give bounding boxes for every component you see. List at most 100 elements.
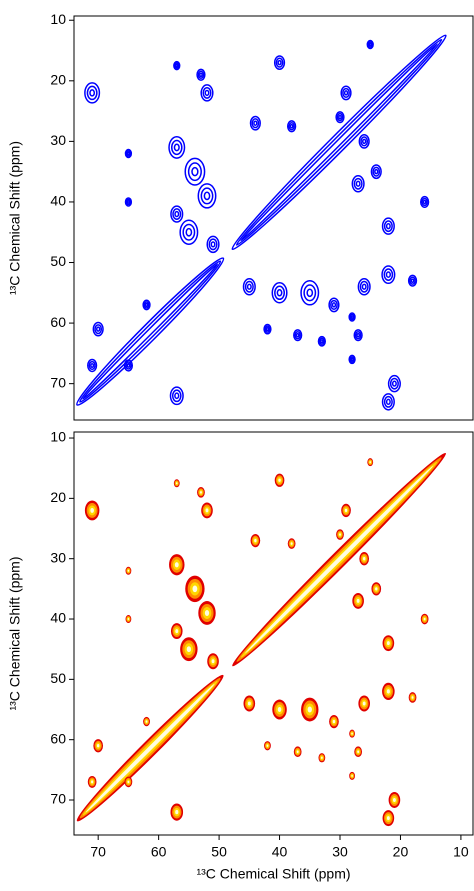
cross-peak	[296, 750, 299, 754]
cross-peak	[88, 360, 96, 371]
cross-peak	[174, 392, 180, 400]
cross-peak	[196, 68, 206, 81]
cross-peak	[84, 82, 101, 104]
cross-peak	[422, 199, 427, 205]
plot-area	[76, 452, 446, 827]
cross-peak	[126, 199, 131, 204]
cross-peak	[273, 55, 286, 71]
cross-peak	[197, 183, 217, 209]
cross-peak	[356, 598, 360, 603]
diagonal-peak	[85, 683, 215, 813]
cross-peak	[383, 395, 393, 408]
diagonal-peak	[245, 465, 434, 654]
cross-peak	[242, 278, 256, 296]
cross-peak	[145, 720, 148, 723]
cross-peak	[90, 507, 94, 513]
cross-peak	[173, 60, 181, 71]
diagonal-peak	[76, 257, 225, 406]
cross-peak	[387, 374, 401, 393]
cross-peak	[125, 361, 132, 370]
cross-peak	[385, 271, 391, 278]
cross-peak	[91, 780, 94, 784]
cross-peak	[170, 205, 184, 223]
cross-peak	[175, 809, 179, 815]
cross-peak	[253, 120, 258, 126]
cross-peak	[385, 398, 391, 405]
cross-peak	[175, 629, 179, 634]
cross-peak	[127, 780, 130, 784]
cross-peak	[173, 143, 180, 152]
cross-peak	[343, 90, 349, 96]
cross-peak	[206, 235, 220, 254]
cross-peak	[169, 386, 184, 406]
cross-peak	[143, 301, 150, 309]
cross-peak	[172, 208, 182, 221]
cross-peak	[338, 114, 342, 120]
cross-peak	[381, 265, 396, 285]
y-axis-label: ¹³C Chemical Shift (ppm)	[7, 556, 23, 710]
cross-peak	[174, 562, 179, 568]
cross-peak	[191, 166, 199, 177]
cross-peak	[266, 744, 269, 747]
cross-peak	[87, 358, 98, 373]
y-tick-label: 30	[50, 132, 66, 148]
cross-peak	[295, 332, 300, 338]
cross-peak	[203, 191, 211, 201]
cross-peak	[247, 701, 251, 706]
cross-peak	[204, 610, 210, 616]
cross-peak	[385, 223, 391, 230]
cross-peak	[351, 175, 365, 193]
cross-peak	[386, 816, 390, 821]
cross-peak	[356, 332, 361, 338]
cross-peak	[124, 197, 133, 207]
y-tick-label: 50	[50, 253, 66, 269]
cross-peak	[361, 138, 367, 145]
cross-peak	[276, 289, 283, 297]
cross-peak	[386, 689, 390, 694]
cross-peak	[211, 659, 215, 664]
cross-peak	[202, 86, 212, 99]
cross-peak	[176, 482, 178, 485]
cross-peak	[423, 617, 426, 621]
cross-peak	[277, 59, 282, 66]
cross-peak	[410, 278, 415, 284]
cross-peak	[383, 268, 394, 282]
cross-peak	[265, 326, 270, 332]
cross-peak	[358, 133, 370, 149]
cross-peak	[123, 359, 134, 372]
x-axis-label: ¹³C Chemical Shift (ppm)	[196, 866, 350, 882]
cross-peak	[142, 299, 151, 311]
cross-peak	[277, 707, 282, 713]
cross-peak	[174, 210, 180, 218]
cross-peak	[330, 299, 338, 310]
y-tick-label: 70	[50, 791, 66, 807]
cross-peak	[320, 339, 324, 344]
cross-peak	[350, 357, 354, 362]
cross-peak	[179, 219, 199, 245]
x-tick-label: 70	[90, 844, 106, 860]
x-tick-label: 30	[332, 844, 348, 860]
cross-peak	[344, 508, 348, 513]
diagonal-peak	[240, 43, 439, 242]
cross-peak	[383, 220, 393, 233]
cross-peak	[182, 223, 196, 241]
cross-peak	[249, 115, 261, 131]
cross-peak	[127, 618, 130, 621]
cross-peak	[199, 491, 202, 494]
cross-peak	[94, 324, 103, 335]
diagonal-peak	[82, 263, 219, 400]
cross-peak	[200, 84, 214, 102]
y-tick-label: 70	[50, 374, 66, 390]
plot-frame	[73, 15, 474, 421]
cross-peak	[144, 302, 149, 308]
cross-peak	[288, 122, 295, 131]
cross-peak	[366, 39, 374, 50]
y-tick-label: 20	[50, 72, 66, 88]
cross-peak	[375, 587, 378, 591]
cross-peak	[271, 282, 288, 304]
cross-peak	[381, 217, 395, 235]
cross-peak	[332, 719, 336, 724]
y-tick-label: 30	[50, 549, 66, 565]
cross-peak	[300, 280, 320, 306]
